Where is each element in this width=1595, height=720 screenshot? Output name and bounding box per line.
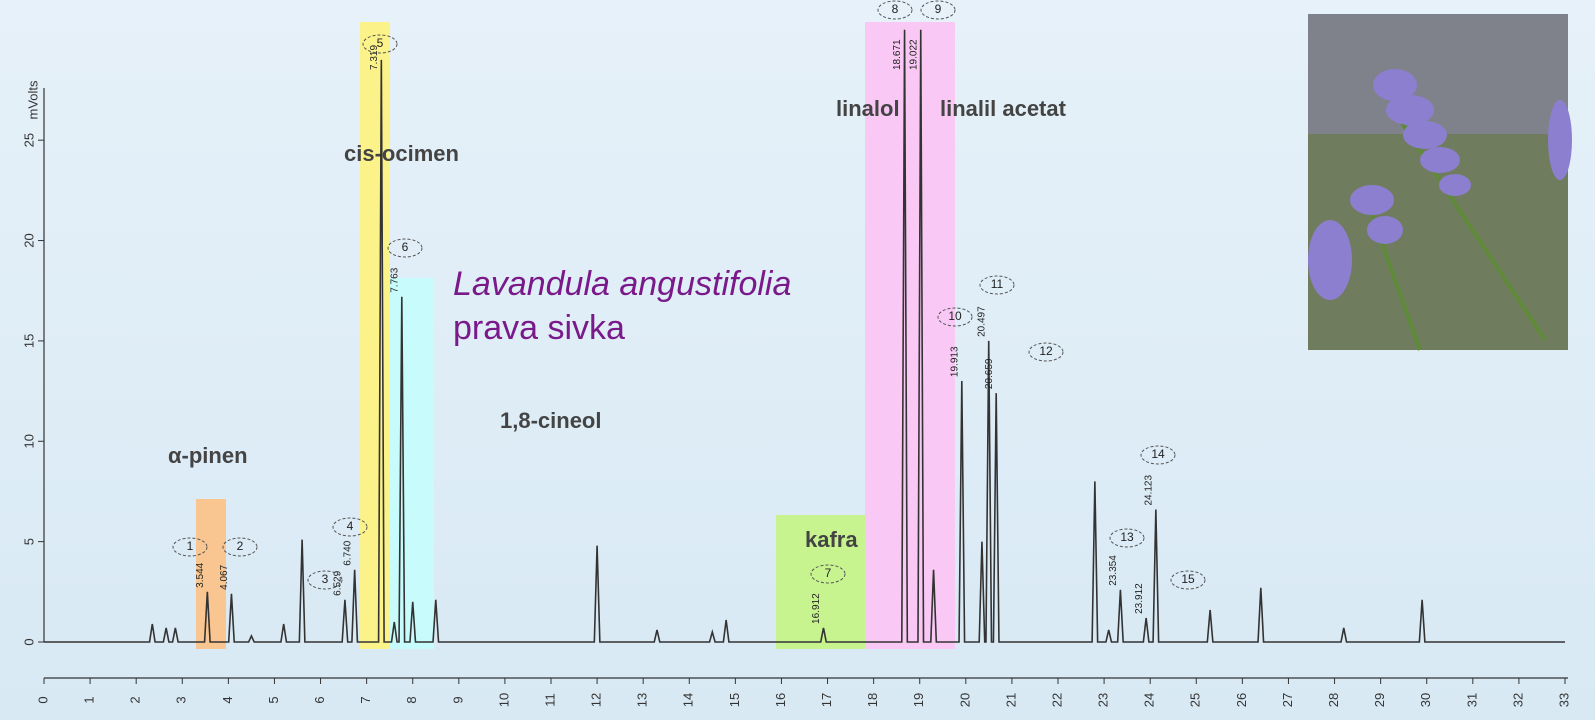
retention-time-label: 20.659	[984, 358, 995, 389]
y-tick-label: 10	[21, 434, 36, 448]
x-tick-label: 4	[220, 696, 235, 703]
x-tick-label: 21	[1003, 693, 1018, 707]
retention-time-label: 19.913	[949, 346, 960, 377]
peak-number: 10	[948, 309, 962, 323]
compound-label: linalol	[836, 96, 900, 121]
y-tick-label: 20	[21, 233, 36, 247]
x-tick-label: 16	[773, 693, 788, 707]
retention-time-label: 20.497	[976, 306, 987, 337]
chart-subtitle: prava sivka	[453, 309, 625, 347]
peak-number: 7	[825, 566, 832, 580]
peak-number: 4	[347, 519, 354, 533]
x-tick-label: 11	[542, 693, 557, 707]
x-tick-label: 32	[1510, 693, 1525, 707]
x-tick-label: 15	[727, 693, 742, 707]
x-tick-label: 10	[496, 693, 511, 707]
compound-label: cis-ocimen	[344, 141, 459, 166]
x-tick-label: 18	[865, 693, 880, 707]
peak-number: 9	[935, 2, 942, 16]
compound-label: 1,8-cineol	[500, 408, 601, 433]
compound-label: linalil acetat	[940, 96, 1067, 121]
retention-time-label: 18.671	[892, 39, 903, 70]
retention-time-label: 23.354	[1108, 555, 1119, 586]
x-tick-label: 24	[1142, 693, 1157, 707]
x-tick-label: 30	[1418, 693, 1433, 707]
chart-title: Lavandula angustifolia	[453, 265, 791, 303]
x-tick-label: 29	[1372, 693, 1387, 707]
retention-time-label: 23.912	[1134, 583, 1145, 614]
chart: mVolts Lavandula angustifolia prava sivk…	[0, 0, 1595, 720]
x-tick-label: 25	[1188, 693, 1203, 707]
peak-number: 1	[187, 539, 194, 553]
x-tick-label: 28	[1326, 693, 1341, 707]
x-tick-label: 31	[1464, 693, 1479, 707]
x-tick-label: 7	[358, 696, 373, 703]
highlight	[390, 278, 434, 649]
peak-number: 11	[991, 277, 1004, 291]
retention-time-label: 7.763	[389, 267, 400, 292]
highlight	[360, 22, 390, 649]
x-tick-label: 1	[82, 696, 97, 703]
y-tick-label: 5	[21, 538, 36, 545]
x-tick-label: 8	[404, 696, 419, 703]
x-tick-label: 0	[35, 696, 50, 703]
peak-number: 6	[402, 240, 409, 254]
peak-number: 14	[1151, 447, 1165, 461]
peak-number: 5	[377, 36, 384, 50]
x-tick-label: 33	[1556, 693, 1571, 707]
y-tick-label: 25	[21, 133, 36, 147]
x-tick-label: 22	[1049, 693, 1064, 707]
x-tick-label: 12	[589, 693, 604, 707]
x-tick-label: 14	[681, 693, 696, 707]
compound-label: kafra	[805, 527, 858, 552]
x-tick-label: 5	[266, 696, 281, 703]
retention-time-label: 19.022	[908, 39, 919, 70]
x-tick-label: 13	[635, 693, 650, 707]
y-tick-label: 15	[21, 334, 36, 348]
y-tick-label: 0	[21, 638, 36, 645]
x-tick-label: 26	[1234, 693, 1249, 707]
retention-time-label: 4.067	[219, 564, 230, 589]
peak-number: 15	[1181, 572, 1195, 586]
peak-number: 8	[892, 2, 899, 16]
x-tick-label: 27	[1280, 693, 1295, 707]
x-tick-label: 20	[957, 693, 972, 707]
peak-number: 12	[1039, 344, 1053, 358]
x-tick-label: 2	[128, 696, 143, 703]
compound-label: α-pinen	[168, 443, 248, 468]
x-tick-label: 19	[911, 693, 926, 707]
peak-number: 2	[237, 539, 244, 553]
y-axis-label: mVolts	[25, 80, 40, 120]
lavender-photo	[1308, 14, 1572, 350]
retention-time-label: 16.912	[811, 593, 822, 624]
x-tick-label: 3	[174, 696, 189, 703]
retention-time-label: 3.544	[195, 562, 206, 587]
retention-time-label: 24.123	[1143, 474, 1154, 505]
x-tick-label: 17	[819, 693, 834, 707]
x-tick-label: 9	[450, 696, 465, 703]
x-tick-label: 6	[312, 696, 327, 703]
retention-time-label: 6.740	[342, 540, 353, 565]
peak-number: 3	[322, 572, 329, 586]
peak-number: 13	[1120, 530, 1134, 544]
x-tick-label: 23	[1096, 693, 1111, 707]
